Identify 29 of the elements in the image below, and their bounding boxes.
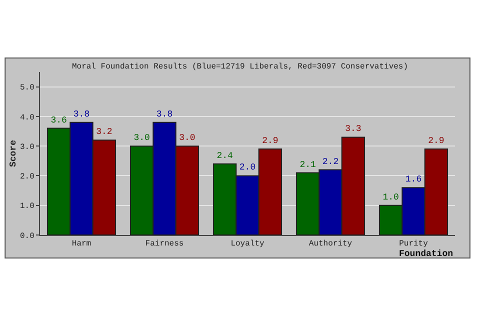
chart-title: Moral Foundation Results (Blue=12719 Liberals, Red=3097 Conservatives) bbox=[72, 62, 408, 72]
x-tick-label: Loyalty bbox=[230, 240, 264, 249]
y-tick-label: 2.0 bbox=[20, 172, 35, 182]
data-label: 3.8 bbox=[156, 109, 173, 120]
data-label: 2.4 bbox=[216, 150, 233, 161]
data-label: 2.2 bbox=[322, 156, 339, 167]
data-label: 3.3 bbox=[345, 124, 362, 134]
data-label: 3.0 bbox=[179, 133, 196, 144]
data-label: 3.8 bbox=[73, 109, 90, 120]
data-label: 2.1 bbox=[300, 160, 316, 170]
y-tick-label: 0.0 bbox=[20, 232, 35, 241]
x-tick-label: Fairness bbox=[145, 240, 184, 249]
data-label: 1.0 bbox=[382, 192, 399, 202]
y-tick-label: 5.0 bbox=[20, 84, 35, 93]
x-axis-title: Foundation bbox=[399, 249, 454, 259]
data-label: 2.0 bbox=[239, 162, 256, 173]
y-tick-label: 4.0 bbox=[20, 113, 35, 122]
data-label: 2.9 bbox=[262, 136, 278, 146]
y-tick-label: 1.0 bbox=[20, 202, 35, 212]
y-axis-title: Score bbox=[8, 140, 18, 168]
data-label: 1.6 bbox=[405, 174, 422, 185]
data-label: 3.0 bbox=[134, 133, 150, 144]
data-label: 3.2 bbox=[96, 127, 112, 138]
x-tick-label: Authority bbox=[308, 240, 352, 249]
data-label: 2.9 bbox=[428, 136, 444, 146]
y-tick-label: 3.0 bbox=[20, 142, 35, 152]
x-tick-label: Harm bbox=[72, 240, 92, 249]
data-label: 3.6 bbox=[50, 115, 67, 126]
x-tick-label: Purity bbox=[399, 240, 428, 249]
